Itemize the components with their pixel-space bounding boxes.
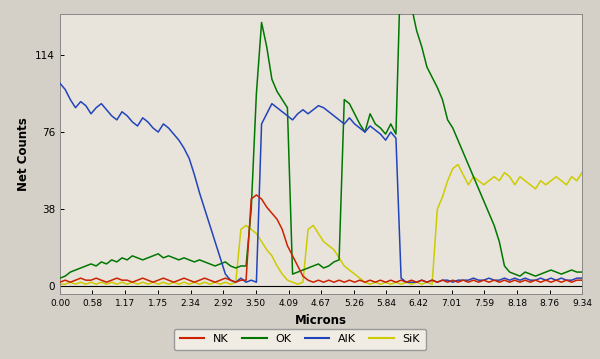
X-axis label: Microns: Microns xyxy=(295,314,347,327)
Y-axis label: Net Counts: Net Counts xyxy=(17,117,30,191)
Legend: NK, OK, AlK, SiK: NK, OK, AlK, SiK xyxy=(174,329,426,350)
